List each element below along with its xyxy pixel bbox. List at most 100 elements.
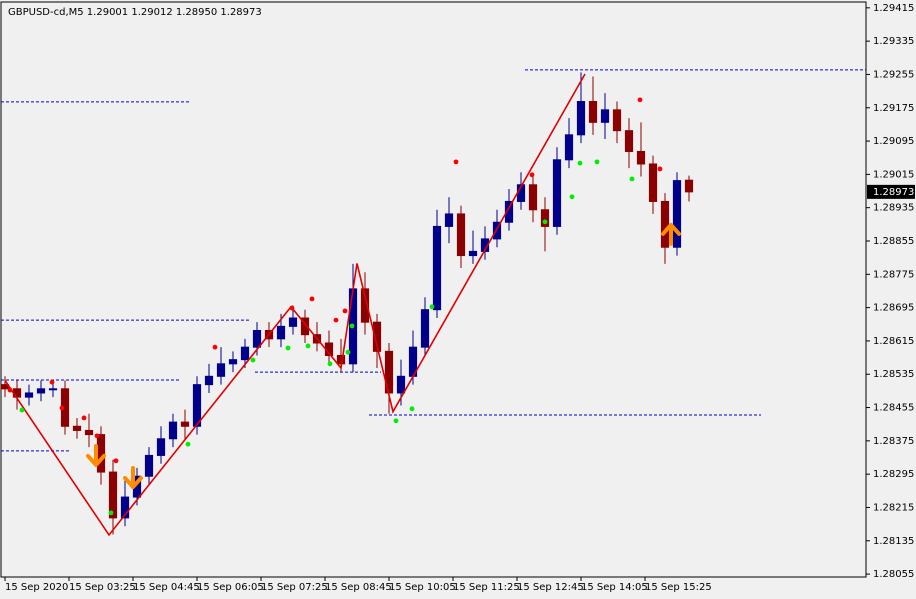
candle-body <box>216 363 226 377</box>
last-price-label: 1.28973 <box>873 187 914 198</box>
candle-body <box>144 454 154 477</box>
candle-body <box>240 346 250 361</box>
x-tick-label: 15 Sep 04:45 <box>133 582 200 593</box>
fractal-dot <box>529 172 535 178</box>
fractal-dot <box>569 194 575 200</box>
candle-body <box>288 317 298 327</box>
candle-body <box>420 309 430 348</box>
candle-body <box>504 200 514 223</box>
fractal-dot <box>108 510 114 516</box>
y-tick-label: 1.28135 <box>873 536 914 547</box>
candle-body <box>636 150 646 165</box>
y-tick-label: 1.28375 <box>873 436 914 447</box>
candle-body <box>660 200 670 248</box>
candle-body <box>96 434 106 473</box>
x-tick-label: 15 Sep 07:25 <box>261 582 328 593</box>
candle-body <box>588 101 598 123</box>
y-tick-label: 1.28695 <box>873 303 914 314</box>
fractal-dot <box>629 176 635 182</box>
x-tick-label: 15 Sep 11:25 <box>453 582 520 593</box>
candle-body <box>228 359 238 365</box>
candle-body <box>192 384 202 427</box>
candle-body <box>300 317 310 336</box>
candle-body <box>180 421 190 427</box>
last-price-box <box>867 184 915 199</box>
signal-arrow <box>86 443 106 467</box>
fractal-dot <box>349 323 355 329</box>
fractal-dot <box>453 159 459 165</box>
candle-body <box>432 225 442 311</box>
fractal-dot <box>327 361 333 367</box>
x-tick-label: 15 Sep 03:25 <box>69 582 136 593</box>
y-tick-label: 1.28935 <box>873 203 914 214</box>
fractal-dot <box>393 418 399 424</box>
x-tick-label: 15 Sep 2020 <box>5 582 68 593</box>
y-tick-label: 1.29335 <box>873 36 914 47</box>
y-tick-label: 1.29255 <box>873 69 914 80</box>
candle-body <box>600 109 610 123</box>
fractal-dot <box>333 317 339 323</box>
x-tick-label: 15 Sep 15:25 <box>645 582 712 593</box>
fractal-dot <box>542 219 548 225</box>
chart-title: GBPUSD-cd,M5 1.29001 1.29012 1.28950 1.2… <box>8 7 262 18</box>
fractal-dot <box>345 349 351 355</box>
candle-body <box>444 213 454 227</box>
fractal-dot <box>637 97 643 103</box>
fractal-dot <box>49 379 55 385</box>
y-tick-label: 1.28215 <box>873 502 914 513</box>
candle-body <box>24 392 34 398</box>
x-tick-label: 15 Sep 08:45 <box>325 582 392 593</box>
y-tick-label: 1.28615 <box>873 336 914 347</box>
y-tick-label: 1.28055 <box>873 569 914 580</box>
fractal-dot <box>289 305 295 311</box>
zigzag-line <box>4 73 586 537</box>
y-tick-label: 1.29175 <box>873 103 914 114</box>
x-tick-label: 15 Sep 06:05 <box>197 582 264 593</box>
candle-body <box>564 134 574 161</box>
fractal-dot <box>19 407 25 413</box>
fractal-dot <box>250 357 256 363</box>
candle-body <box>84 429 94 436</box>
fractal-dot <box>342 308 348 314</box>
candle-body <box>396 375 406 394</box>
candle-body <box>492 221 502 240</box>
candle-body <box>48 388 58 391</box>
y-tick-label: 1.28535 <box>873 369 914 380</box>
candle-body <box>552 159 562 227</box>
candle-body <box>276 325 286 340</box>
signal-arrow <box>123 465 143 489</box>
fractal-dot <box>94 433 100 439</box>
candle-body <box>108 471 118 519</box>
fractal-dot <box>113 458 119 464</box>
y-tick-label: 1.28455 <box>873 403 914 414</box>
fractal-dot <box>305 343 311 349</box>
candle-body <box>456 213 466 257</box>
candle-body <box>528 184 538 211</box>
candle-body <box>648 163 658 202</box>
fractal-dot <box>594 159 600 165</box>
candle-body <box>120 496 130 519</box>
fractal-dot <box>285 345 291 351</box>
candle-body <box>360 288 370 323</box>
candle-body <box>252 330 262 348</box>
fractal-dot <box>429 304 435 310</box>
fractal-dot <box>81 415 87 421</box>
fractal-dot <box>309 296 315 302</box>
fractal-dot <box>185 441 191 447</box>
fractal-dot <box>59 405 65 411</box>
candle-body <box>372 321 382 352</box>
y-tick-label: 1.28775 <box>873 269 914 280</box>
signal-arrow <box>661 222 681 246</box>
y-tick-label: 1.28855 <box>873 236 914 247</box>
fractal-dot <box>409 406 415 412</box>
x-tick-label: 15 Sep 10:05 <box>389 582 456 593</box>
candle-body <box>36 388 46 394</box>
fractal-dot <box>577 160 583 166</box>
candle-body <box>684 179 694 193</box>
candle-body <box>624 130 634 152</box>
x-tick-label: 15 Sep 14:05 <box>581 582 648 593</box>
candle-body <box>576 101 586 136</box>
y-tick-label: 1.28295 <box>873 469 914 480</box>
candle-body <box>672 180 682 248</box>
